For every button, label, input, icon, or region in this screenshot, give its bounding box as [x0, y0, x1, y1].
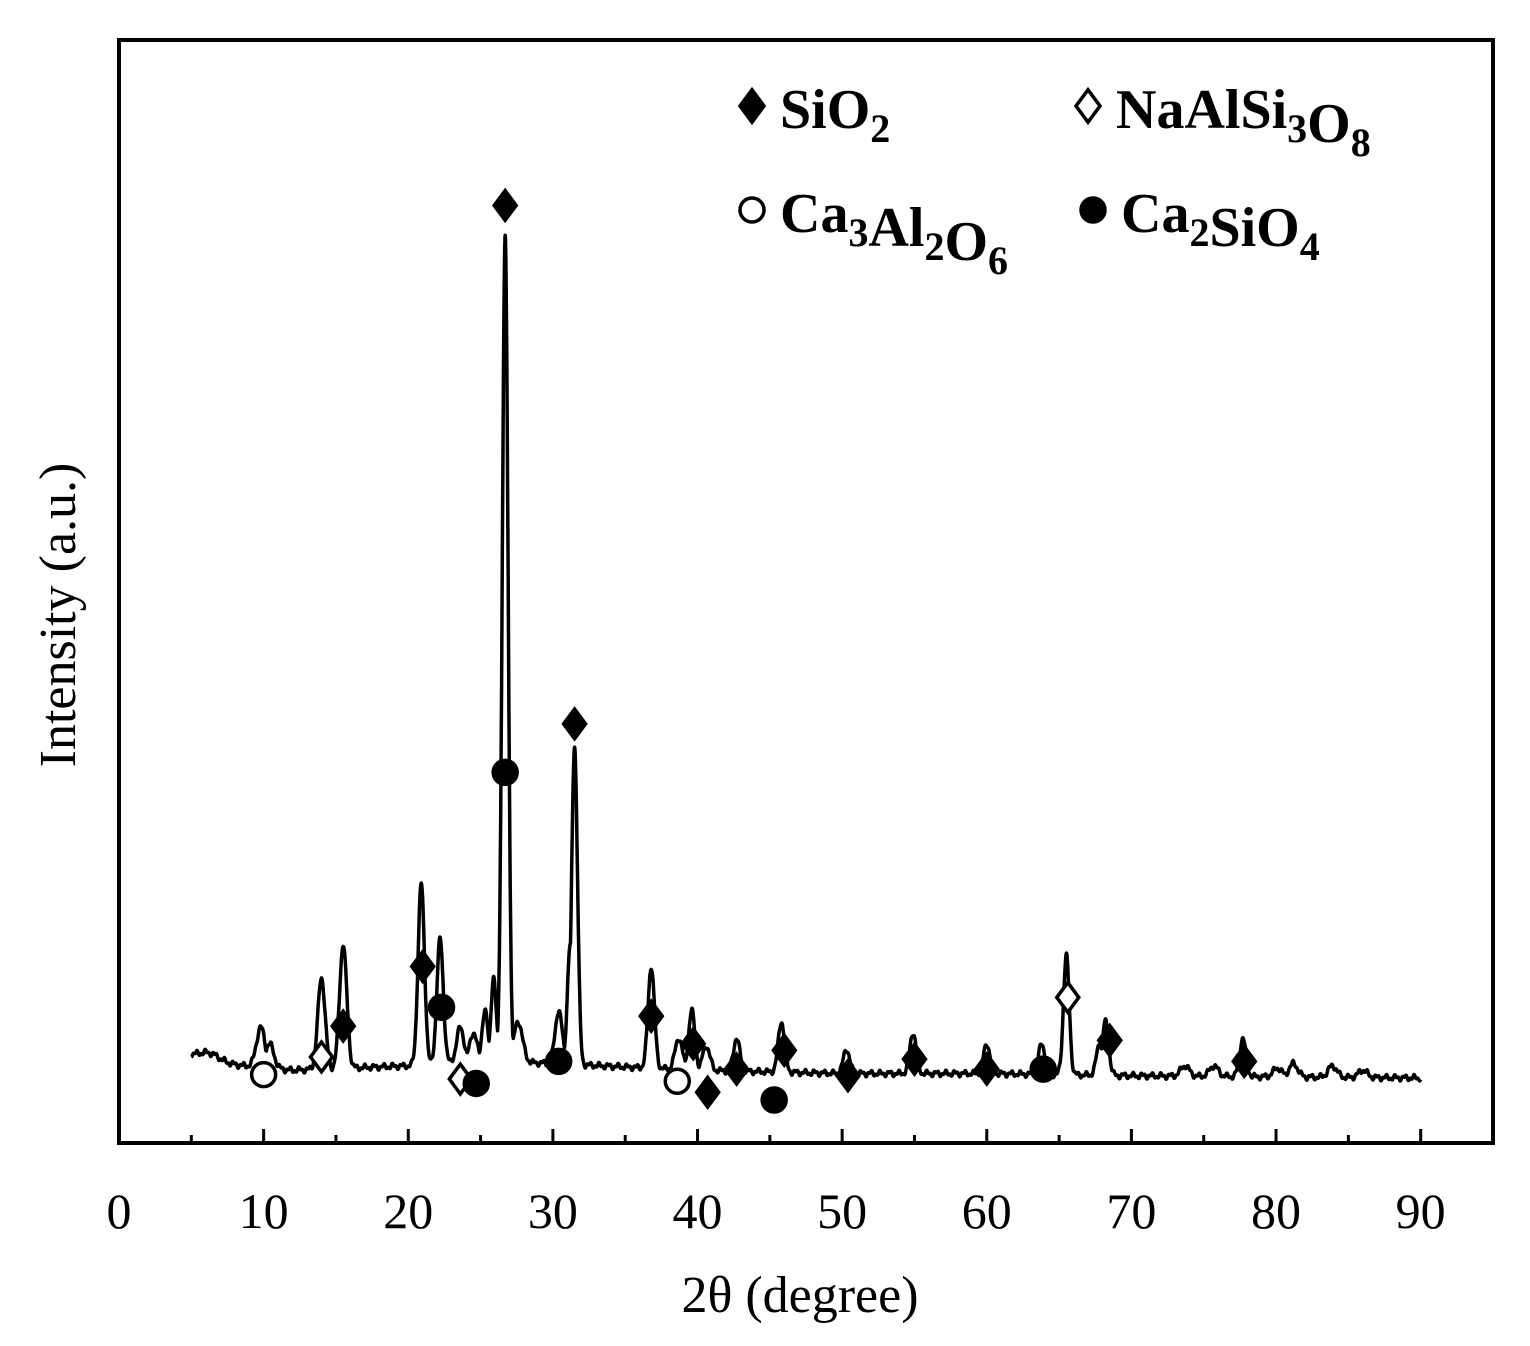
legend-label-text: O: [944, 211, 988, 273]
legend-label-subscript: 2: [1189, 210, 1209, 255]
peak-marker-sio2: [723, 1051, 750, 1087]
peak-marker-sio2: [638, 998, 665, 1034]
peak-marker-sio2: [561, 706, 588, 742]
peak-marker-sio2: [834, 1057, 862, 1094]
peak-marker-sio2: [680, 1025, 707, 1062]
peak-marker-sio2: [409, 948, 436, 985]
legend-label-text: Ca: [780, 183, 848, 245]
peak-marker-sio2: [491, 187, 519, 224]
peak-marker-sio2: [771, 1032, 798, 1069]
legend-label-text: O: [1307, 93, 1351, 155]
x-tick-label: 40: [673, 1183, 723, 1239]
legend-label: NaAlSi3O8: [1116, 79, 1371, 165]
legend-label-subscript: 4: [1300, 224, 1320, 269]
legend-label-subscript: 3: [848, 210, 868, 255]
peak-marker-naalsi3o8: [308, 1039, 335, 1075]
x-tick-label: 50: [817, 1183, 867, 1239]
legend-label: SiO2: [780, 79, 890, 151]
legend-label-subscript: 2: [924, 224, 944, 269]
legend-label-text: Ca: [1121, 183, 1189, 245]
legend-marker-open-diamond: [1073, 86, 1103, 126]
peak-marker-ca2sio4: [427, 993, 456, 1022]
peak-marker-ca2sio4: [760, 1086, 788, 1114]
peak-marker-sio2: [694, 1074, 721, 1111]
x-tick-label: 80: [1251, 1183, 1301, 1239]
peak-marker-naalsi3o8: [1054, 979, 1081, 1016]
legend-label-text: Al: [868, 197, 924, 259]
legend-label-text: SiO: [1209, 197, 1299, 259]
legend-label-subscript: 2: [870, 106, 890, 151]
x-axis-tick-labels: 0 10 20 30 40 50 60 70 80 90: [107, 1183, 1446, 1239]
x-tick-label: 0: [107, 1183, 132, 1239]
x-tick-label: 20: [383, 1183, 433, 1239]
peak-markers: [249, 187, 1258, 1114]
legend-label: Ca2SiO4: [1121, 183, 1320, 269]
peak-marker-ca3al2o6: [663, 1067, 692, 1095]
peak-marker-sio2: [1231, 1043, 1258, 1080]
legend-label-text: SiO: [780, 79, 870, 141]
plot-frame: [117, 38, 1495, 1145]
legend-label: Ca3Al2O6: [780, 183, 1008, 283]
peak-marker-sio2: [973, 1051, 1000, 1087]
legend-label-text: NaAlSi: [1116, 79, 1287, 141]
x-tick-label: 30: [528, 1183, 578, 1239]
peak-marker-sio2: [901, 1041, 928, 1077]
peak-marker-ca2sio4: [544, 1047, 573, 1076]
peak-marker-ca2sio4: [491, 758, 519, 787]
x-tick-label: 70: [1106, 1183, 1156, 1239]
x-axis-title: 2θ (degree): [681, 1267, 918, 1324]
legend-label-subscript: 6: [988, 238, 1008, 283]
x-tick-label: 60: [962, 1183, 1012, 1239]
legend-marker-open-circle: [738, 196, 766, 224]
legend-label-subscript: 8: [1351, 120, 1371, 165]
peak-marker-ca2sio4: [462, 1069, 490, 1098]
y-axis-title: Intensity (a.u.): [30, 463, 87, 768]
xrd-pattern-line: [189, 233, 1423, 1083]
x-tick-label: 10: [239, 1183, 289, 1239]
peak-marker-ca2sio4: [1029, 1055, 1057, 1083]
x-tick-label: 90: [1396, 1183, 1446, 1239]
peak-marker-sio2: [330, 1008, 357, 1044]
legend-marker-filled-circle: [1079, 196, 1107, 224]
x-axis-ticks: [189, 1129, 1423, 1143]
peak-marker-sio2: [1096, 1022, 1123, 1059]
peak-marker-ca3al2o6: [249, 1060, 278, 1089]
legend-marker-filled-diamond: [737, 86, 767, 126]
legend-label-subscript: 3: [1287, 106, 1307, 151]
